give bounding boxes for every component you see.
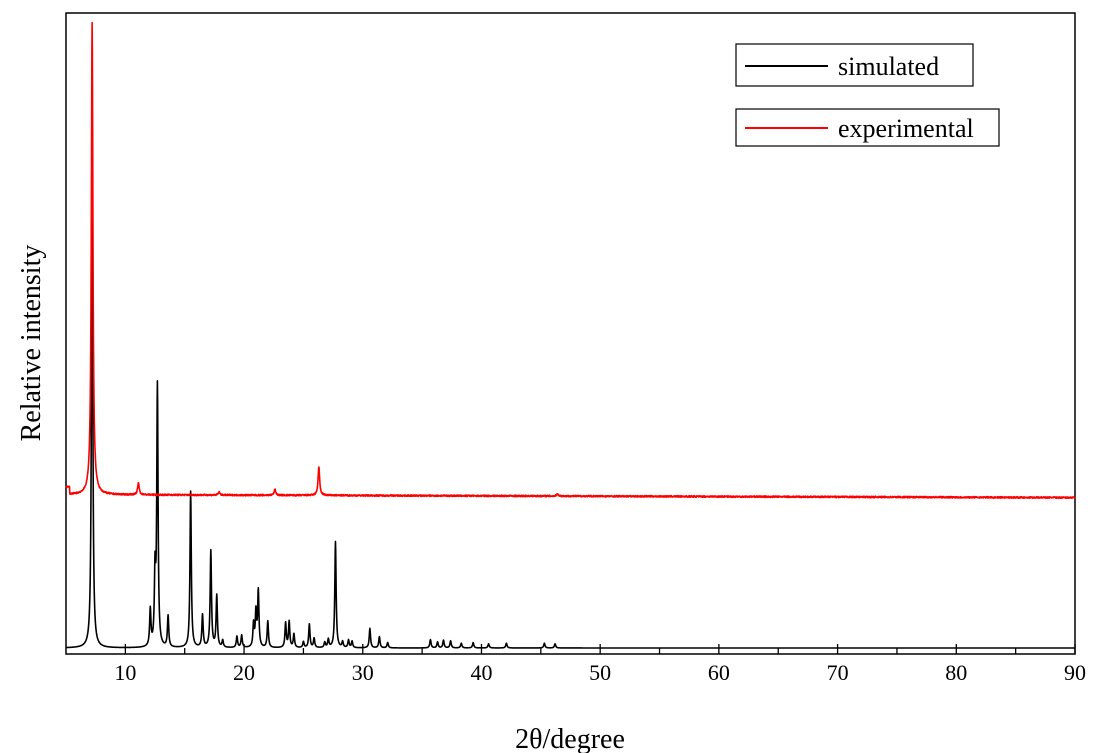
x-axis-tick-labels: 10 20 30 40 50 60 70 80 90 <box>114 660 1086 685</box>
x-tick-label: 40 <box>470 660 492 685</box>
legend-label-experimental: experimental <box>838 114 974 143</box>
x-axis-title: 2θ/degree <box>515 724 625 753</box>
series-line-simulated <box>65 157 1076 649</box>
x-tick-label: 30 <box>352 660 374 685</box>
x-tick-label: 10 <box>114 660 136 685</box>
x-tick-label: 60 <box>708 660 730 685</box>
x-axis-ticks <box>124 644 1076 654</box>
x-tick-label: 90 <box>1064 660 1086 685</box>
series-layer <box>65 21 1076 649</box>
x-tick-label: 50 <box>589 660 611 685</box>
legend-box-simulated <box>735 43 974 87</box>
plot-frame <box>65 12 1076 655</box>
x-tick-label: 80 <box>945 660 967 685</box>
legend-box-experimental <box>735 108 1000 147</box>
x-tick-label: 20 <box>233 660 255 685</box>
y-axis-title: Relative intensity <box>16 245 47 442</box>
legend: simulated experimental <box>735 43 1000 147</box>
legend-label-simulated: simulated <box>838 52 939 81</box>
series-line-experimental <box>65 21 1076 500</box>
x-tick-label: 70 <box>827 660 849 685</box>
